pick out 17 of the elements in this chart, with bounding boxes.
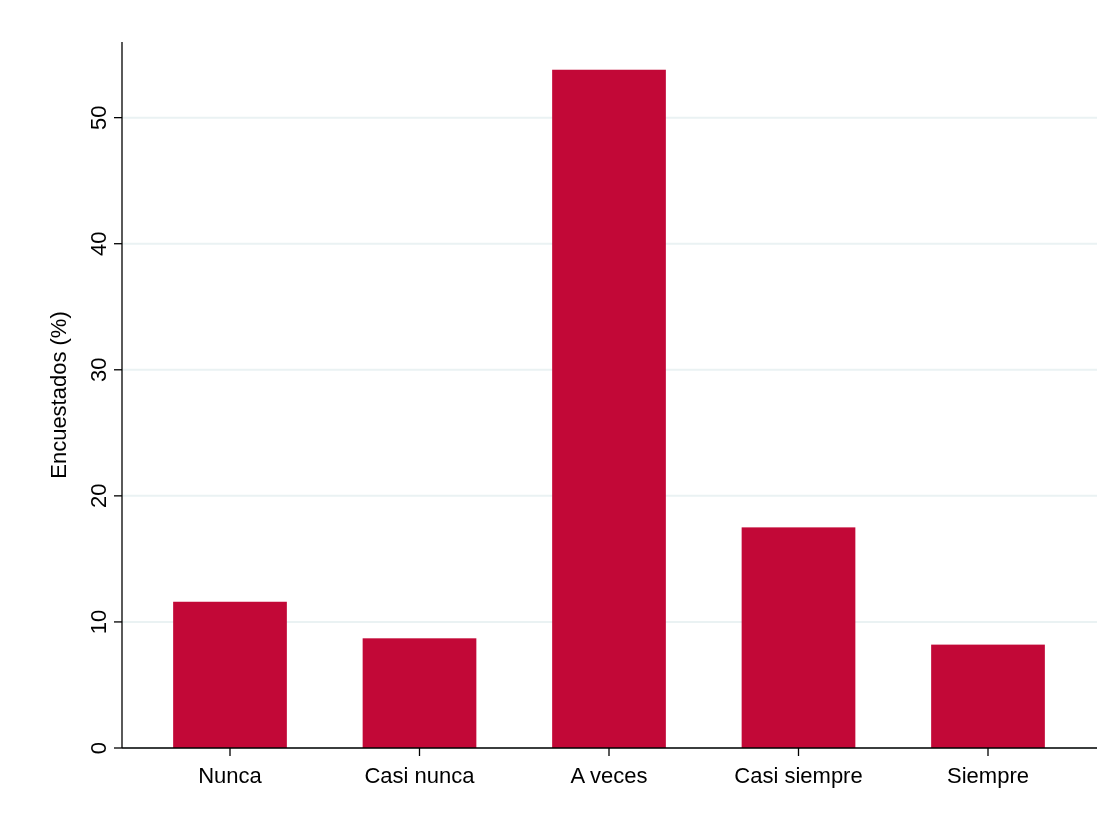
bar [741,527,856,748]
x-tick-label: A veces [570,763,648,788]
y-tick-label: 10 [86,609,111,635]
bar [931,644,1045,748]
x-tick-label: Casi siempre [734,763,863,788]
y-tick-label: 50 [86,105,111,130]
x-tick-label: Casi nunca [364,763,476,788]
y-tick-label: 40 [86,231,111,256]
bar [552,69,666,748]
bar [362,638,477,748]
y-axis-title: Encuestados (%) [46,311,71,479]
y-tick-label: 20 [86,483,111,509]
bar [173,601,287,748]
y-tick-label: 0 [86,741,111,755]
x-tick-label: Nunca [198,763,263,788]
x-tick-label: Siempre [947,763,1029,788]
y-tick-label: 30 [86,357,111,383]
